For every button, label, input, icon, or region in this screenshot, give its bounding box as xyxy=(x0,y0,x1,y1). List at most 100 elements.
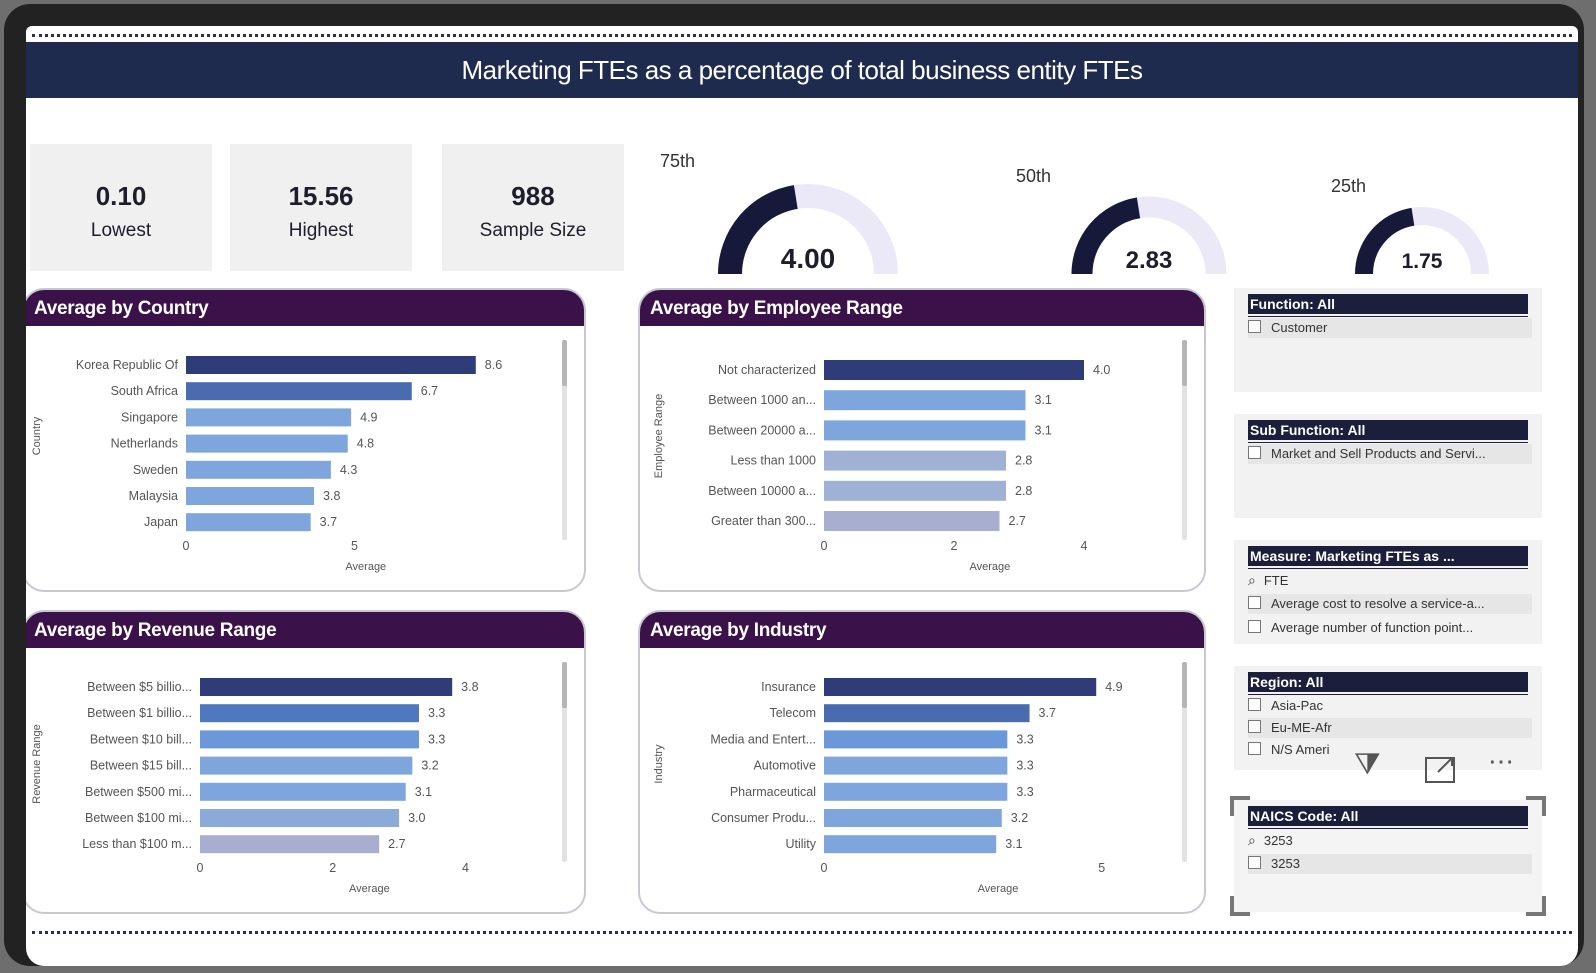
slicer-option[interactable]: Market and Sell Products and Servi... xyxy=(1248,444,1532,464)
slicer-option[interactable]: Eu-ME-Afr xyxy=(1248,718,1532,738)
data-label: 3.1 xyxy=(415,785,432,799)
bar[interactable] xyxy=(824,809,1002,827)
data-label: 3.3 xyxy=(1016,759,1033,773)
gauge-25th: 1.75 xyxy=(1355,207,1489,275)
category-label: Between $10 bill... xyxy=(90,732,192,746)
checkbox-icon[interactable] xyxy=(1248,856,1261,869)
checkbox-icon[interactable] xyxy=(1248,320,1261,333)
checkbox-icon[interactable] xyxy=(1248,596,1261,609)
slicer-header[interactable]: Sub Function: All xyxy=(1248,420,1528,443)
bar[interactable] xyxy=(824,511,1000,531)
slicer-header[interactable]: NAICS Code: All xyxy=(1248,806,1528,829)
bar[interactable] xyxy=(186,408,352,427)
scrollbar-thumb[interactable] xyxy=(562,340,567,386)
bar[interactable] xyxy=(200,835,380,854)
bar[interactable] xyxy=(186,487,315,505)
scrollbar-track[interactable] xyxy=(1182,662,1187,862)
bar[interactable] xyxy=(824,782,1008,801)
checkbox-icon[interactable] xyxy=(1248,698,1261,711)
chart-title: Average by Employee Range xyxy=(640,290,1204,326)
tick-label: 5 xyxy=(1098,861,1105,875)
slicer-header[interactable]: Region: All xyxy=(1248,672,1528,695)
bar[interactable] xyxy=(186,382,412,401)
slicer-header[interactable]: Measure: Marketing FTEs as ... xyxy=(1248,546,1528,569)
bar[interactable] xyxy=(200,809,400,827)
filter-icon[interactable]: ⧩ xyxy=(1354,748,1381,781)
category-label: Consumer Produ... xyxy=(711,811,816,825)
tick-label: 2 xyxy=(329,861,336,875)
data-label: 3.7 xyxy=(320,515,337,529)
bar[interactable] xyxy=(186,434,348,453)
slicer-option[interactable]: Customer xyxy=(1248,318,1532,338)
resize-handle[interactable] xyxy=(1230,796,1250,816)
search-icon: ⌕ xyxy=(1248,572,1256,588)
gauge-label-75th: 75th xyxy=(660,151,696,171)
bar[interactable] xyxy=(200,756,413,775)
gauge-value: 2.83 xyxy=(1126,247,1173,274)
scrollbar-track[interactable] xyxy=(1182,340,1187,540)
bar[interactable] xyxy=(824,360,1084,380)
data-label: 3.1 xyxy=(1005,837,1022,851)
scrollbar-track[interactable] xyxy=(562,340,567,540)
focus-mode-icon[interactable] xyxy=(1424,754,1458,784)
category-label: Sweden xyxy=(133,463,178,477)
resize-handle[interactable] xyxy=(1526,796,1546,816)
bar[interactable] xyxy=(186,356,476,374)
chart-title: Average by Revenue Range xyxy=(26,612,584,648)
scrollbar-track[interactable] xyxy=(562,662,567,862)
scrollbar-thumb[interactable] xyxy=(1182,662,1187,708)
checkbox-icon[interactable] xyxy=(1248,446,1261,459)
slicer-search[interactable]: ⌕ 3253 xyxy=(1248,832,1293,848)
category-label: Less than 1000 xyxy=(731,454,817,468)
slicer-option[interactable]: Asia-Pac xyxy=(1248,696,1532,716)
bar[interactable] xyxy=(824,420,1026,441)
slicer-option[interactable]: Average cost to resolve a service-a... xyxy=(1248,594,1532,614)
bar[interactable] xyxy=(200,704,419,723)
category-label: Utility xyxy=(785,837,816,851)
slicer-sub-function: Sub Function: All Market and Sell Produc… xyxy=(1234,414,1542,518)
slicer-option[interactable]: N/S Ameri xyxy=(1248,740,1532,760)
category-label: Between 20000 a... xyxy=(708,423,816,437)
gauge-fill xyxy=(718,185,799,275)
bar[interactable] xyxy=(824,704,1030,723)
kpi-value: 0.10 xyxy=(95,181,147,211)
top-dotted-border xyxy=(32,34,1572,37)
tick-label: 0 xyxy=(821,861,828,875)
data-label: 2.7 xyxy=(1009,514,1026,528)
category-label: South Africa xyxy=(111,384,178,398)
bar[interactable] xyxy=(824,450,1006,471)
scrollbar-thumb[interactable] xyxy=(1182,340,1187,386)
kpi-value: 988 xyxy=(511,181,555,211)
bar[interactable] xyxy=(200,730,419,749)
checkbox-icon[interactable] xyxy=(1248,742,1261,755)
category-label: Malaysia xyxy=(129,489,178,503)
slicer-option[interactable]: Average number of function point... xyxy=(1248,618,1532,638)
device-frame: Marketing FTEs as a percentage of total … xyxy=(4,4,1584,966)
bar[interactable] xyxy=(824,480,1006,501)
bar[interactable] xyxy=(200,782,406,801)
checkbox-icon[interactable] xyxy=(1248,720,1261,733)
category-label: Less than $100 m... xyxy=(82,837,192,851)
bar[interactable] xyxy=(186,460,331,479)
data-label: 6.7 xyxy=(421,384,438,398)
slicer-header[interactable]: Function: All xyxy=(1248,294,1528,317)
bar[interactable] xyxy=(186,513,311,532)
slicer-search[interactable]: ⌕ FTE xyxy=(1248,572,1289,588)
slicer-measure: Measure: Marketing FTEs as ... ⌕ FTE Aver… xyxy=(1234,540,1542,644)
bar[interactable] xyxy=(824,730,1008,749)
resize-handle[interactable] xyxy=(1230,896,1250,916)
bar[interactable] xyxy=(824,390,1026,411)
slicer-option[interactable]: 3253 xyxy=(1248,854,1532,874)
gauge-fill xyxy=(1355,207,1415,275)
bar[interactable] xyxy=(824,756,1008,775)
bar[interactable] xyxy=(824,835,997,854)
scrollbar-thumb[interactable] xyxy=(562,662,567,708)
bar[interactable] xyxy=(824,678,1097,696)
bar[interactable] xyxy=(200,678,453,696)
kpi-label: Lowest xyxy=(90,220,152,241)
checkbox-icon[interactable] xyxy=(1248,620,1261,633)
resize-handle[interactable] xyxy=(1526,896,1546,916)
data-label: 4.9 xyxy=(1105,680,1122,694)
more-options-icon[interactable]: ⋯ xyxy=(1488,746,1516,776)
x-axis-label: Average xyxy=(969,561,1010,573)
